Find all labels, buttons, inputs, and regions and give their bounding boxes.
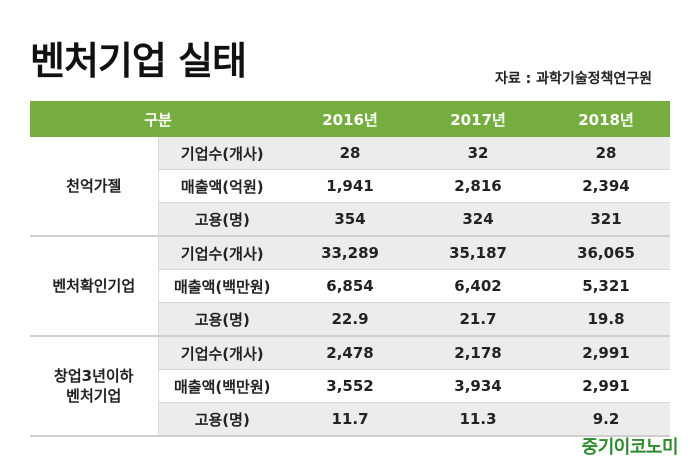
- table-cell: 5,321: [542, 269, 671, 303]
- table-header-row: 구분 2016년 2017년 2018년: [30, 101, 671, 137]
- table-cell: 2,394: [542, 169, 671, 203]
- header-year-2016: 2016년: [286, 101, 415, 137]
- metric-label: 매출액(억원): [157, 169, 287, 203]
- table-row: 매출액(백만원) 3,552 3,934 2,991: [30, 369, 671, 403]
- table-row: 벤처확인기업 기업수(개사) 33,289 35,187 36,065: [30, 236, 671, 337]
- table-row: 천억가젤 기업수(개사) 28 32 28: [30, 137, 671, 237]
- table-cell: 36,065: [542, 236, 671, 270]
- page-title: 벤처기업 실태: [30, 39, 247, 83]
- metric-label: 고용(명): [157, 202, 287, 237]
- header-year-2018: 2018년: [542, 101, 671, 137]
- group-label-line: 창업3년이하: [54, 367, 134, 385]
- table-cell: 11.7: [286, 402, 415, 437]
- metric-label: 기업수(개사): [157, 236, 287, 270]
- table-cell: 324: [414, 202, 543, 237]
- table-cell: 6,402: [414, 269, 543, 303]
- venture-stats-table: 구분 2016년 2017년 2018년 천억가젤 기업수(개사) 28 32 …: [30, 101, 671, 437]
- group-label: 창업3년이하 벤처기업: [30, 336, 158, 437]
- header-year-2017: 2017년: [414, 101, 543, 137]
- metric-label: 기업수(개사): [157, 137, 287, 170]
- table-cell: 321: [542, 202, 671, 237]
- metric-label: 고용(명): [157, 302, 287, 337]
- table-cell: 28: [286, 137, 415, 170]
- group-label-line: 벤처기업: [66, 387, 122, 405]
- table-row: 고용(명) 354 324 321: [30, 202, 671, 237]
- table-cell: 22.9: [286, 302, 415, 337]
- table-cell: 33,289: [286, 236, 415, 270]
- table-cell: 32: [414, 137, 543, 170]
- table-cell: 2,991: [542, 336, 671, 370]
- table-cell: 3,934: [414, 369, 543, 403]
- table-cell: 1,941: [286, 169, 415, 203]
- table-cell: 9.2: [542, 402, 671, 437]
- table-cell: 354: [286, 202, 415, 237]
- table-cell: 21.7: [414, 302, 543, 337]
- table-cell: 2,991: [542, 369, 671, 403]
- table-cell: 3,552: [286, 369, 415, 403]
- source-note: 자료 : 과학기술정책연구원: [494, 71, 652, 87]
- metric-label: 기업수(개사): [157, 336, 287, 370]
- table-row: 고용(명) 11.7 11.3 9.2: [30, 402, 671, 437]
- table-cell: 11.3: [414, 402, 543, 437]
- table-row: 창업3년이하 벤처기업 기업수(개사) 2,478 2,178 2,991: [30, 336, 671, 437]
- table-row: 매출액(억원) 1,941 2,816 2,394: [30, 169, 671, 203]
- group-label: 천억가젤: [30, 137, 158, 237]
- publisher-logo: 중기이코노미: [581, 437, 679, 458]
- metric-label: 고용(명): [157, 402, 287, 437]
- table-cell: 19.8: [542, 302, 671, 337]
- group-label: 벤처확인기업: [30, 236, 158, 337]
- table-row: 매출액(백만원) 6,854 6,402 5,321: [30, 269, 671, 303]
- table-cell: 28: [542, 137, 671, 170]
- header-category: 구분: [30, 101, 287, 137]
- table-cell: 2,178: [414, 336, 543, 370]
- table-row: 고용(명) 22.9 21.7 19.8: [30, 302, 671, 337]
- table-cell: 2,816: [414, 169, 543, 203]
- table-cell: 2,478: [286, 336, 415, 370]
- table-cell: 6,854: [286, 269, 415, 303]
- metric-label: 매출액(백만원): [157, 269, 287, 303]
- metric-label: 매출액(백만원): [157, 369, 287, 403]
- table-cell: 35,187: [414, 236, 543, 270]
